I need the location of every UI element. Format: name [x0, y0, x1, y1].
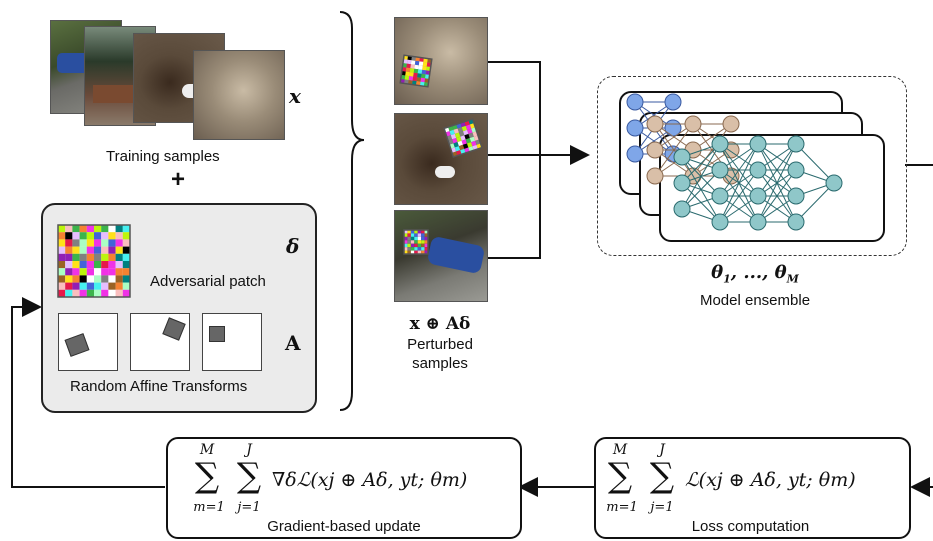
perturbed-photo-cat [394, 17, 488, 105]
transform-box-1 [58, 313, 118, 371]
patch-symbol: δ [286, 234, 300, 258]
perturbed-patch-3 [403, 229, 429, 255]
ensemble-formula: θ1, ..., θM [711, 262, 799, 286]
perturbed-label-line2: samples [412, 355, 468, 372]
ensemble-dashed-frame [597, 76, 907, 256]
transform-patch-3 [209, 326, 225, 342]
loss-sum-inner-upper: J [659, 442, 665, 458]
loss-sum-outer-upper: M [612, 442, 628, 458]
curly-brace [339, 11, 365, 411]
perturbed-photo-eagle [394, 113, 488, 205]
loss-label: Loss computation [691, 518, 810, 535]
patch-panel [41, 203, 317, 413]
loss-sum-inner: ∑ [649, 456, 675, 496]
loss-sum-outer: ∑ [607, 456, 633, 496]
loss-sum-inner-lower: j=1 [650, 500, 674, 515]
update-sum-outer-upper: M [199, 442, 215, 458]
perturbed-patch-2 [443, 118, 483, 158]
loss-formula-body: ℒ(xj ⊕ Aδ, yt; θm) [685, 469, 856, 491]
update-sum-outer: ∑ [194, 456, 220, 496]
transform-box-3 [202, 313, 262, 371]
patch-label: Adversarial patch [150, 273, 266, 290]
perturbed-photo-car [394, 210, 488, 302]
merge-line-bottom [487, 155, 541, 259]
training-photo-cat [193, 50, 285, 140]
update-box [166, 437, 522, 539]
update-sum-inner-lower: j=1 [237, 500, 261, 515]
update-formula-body: ∇δℒ(xj ⊕ Aδ, yt; θm) [272, 469, 468, 491]
transform-box-2 [130, 313, 190, 371]
update-sum-inner: ∑ [236, 456, 262, 496]
perturbed-label-line1: Perturbed [407, 336, 473, 353]
update-sum-outer-lower: m=1 [193, 500, 225, 515]
arrow-update-to-panel [11, 297, 165, 488]
merge-line-top [487, 61, 541, 155]
training-label: Training samples [106, 148, 220, 165]
plus-sign: + [171, 166, 186, 193]
perturbed-formula: x ⊕ Aδ [409, 314, 471, 334]
update-label: Gradient-based update [267, 518, 421, 535]
ensemble-label: Model ensemble [699, 292, 811, 309]
loss-sum-outer-lower: m=1 [606, 500, 638, 515]
perturbed-patch-1 [399, 54, 433, 88]
transform-symbol: A [285, 331, 301, 355]
loss-box [594, 437, 911, 539]
transforms-label: Random Affine Transforms [70, 378, 248, 395]
update-sum-inner-upper: J [246, 442, 252, 458]
training-symbol: x [289, 84, 301, 108]
